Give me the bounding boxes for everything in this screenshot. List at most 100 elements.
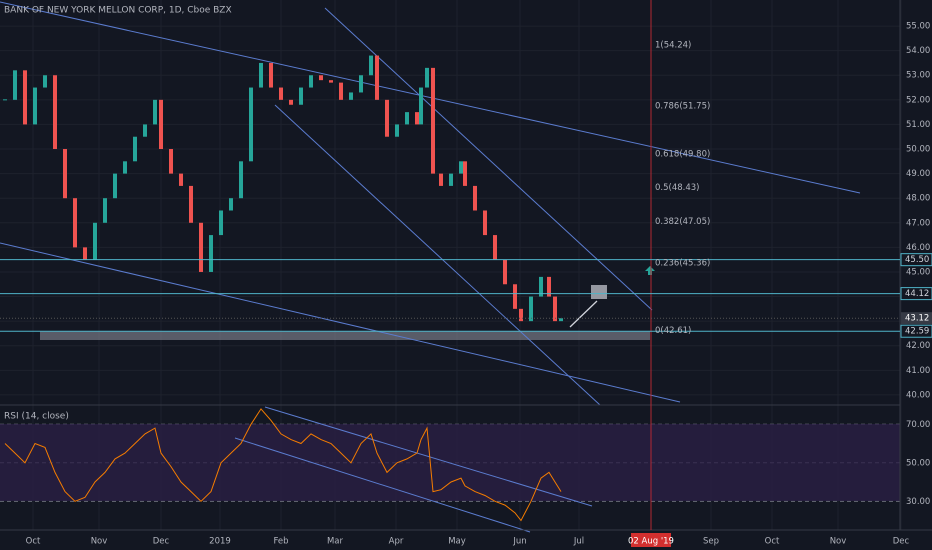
trendline bbox=[0, 242, 681, 403]
candle bbox=[169, 149, 173, 174]
candle bbox=[459, 161, 463, 174]
projection-box bbox=[591, 285, 607, 299]
fib-label: 0.382(47.05) bbox=[655, 217, 710, 227]
candle bbox=[93, 222, 97, 260]
rsi-label: RSI (14, close) bbox=[4, 412, 69, 422]
level-label-box bbox=[900, 253, 932, 267]
x-tick-label: May bbox=[448, 537, 466, 547]
candle bbox=[539, 276, 543, 297]
candle bbox=[113, 173, 117, 199]
chart-title: BANK OF NEW YORK MELLON CORP, 1D, Cboe B… bbox=[4, 6, 232, 16]
y-tick-label: 47.00 bbox=[906, 218, 930, 228]
candle bbox=[319, 75, 323, 81]
candle bbox=[199, 222, 203, 272]
candle bbox=[219, 210, 223, 236]
candle bbox=[43, 75, 47, 88]
x-tick-label: Feb bbox=[273, 537, 288, 547]
candle bbox=[449, 173, 453, 186]
candle bbox=[473, 185, 477, 211]
trendline bbox=[274, 104, 601, 406]
fib-label: 1(54.24) bbox=[655, 40, 691, 50]
support-zone bbox=[40, 331, 650, 340]
candle bbox=[419, 87, 423, 125]
candle bbox=[339, 82, 343, 100]
candle bbox=[189, 185, 193, 223]
fib-label: 0.786(51.75) bbox=[655, 101, 710, 111]
candle bbox=[143, 124, 147, 137]
projection-arrow bbox=[569, 300, 598, 328]
level-label: 45.50 bbox=[905, 255, 929, 265]
candle bbox=[405, 112, 409, 125]
candle bbox=[229, 198, 233, 211]
rsi-trendline bbox=[264, 406, 593, 507]
fib-label: 0(42.61) bbox=[655, 326, 691, 336]
level-label: 42.59 bbox=[905, 327, 929, 337]
y-tick-label: 49.00 bbox=[906, 169, 930, 179]
y-tick-label: 52.00 bbox=[906, 95, 930, 105]
candle bbox=[463, 161, 467, 186]
y-tick-label: 45.00 bbox=[906, 267, 930, 277]
candle bbox=[553, 296, 557, 322]
candle bbox=[73, 198, 77, 248]
y-tick-label: 53.00 bbox=[906, 71, 930, 81]
y-tick-label: 54.00 bbox=[906, 46, 930, 56]
candle bbox=[133, 136, 137, 162]
level-label-box bbox=[900, 324, 932, 338]
candle bbox=[375, 55, 379, 100]
x-tick-label: Dec bbox=[153, 537, 170, 547]
y-tick-label: 50.00 bbox=[906, 145, 930, 155]
candle bbox=[385, 99, 389, 137]
candle bbox=[359, 75, 363, 93]
candle bbox=[159, 99, 163, 150]
x-tick-label: Oct bbox=[765, 537, 780, 547]
candle bbox=[23, 70, 27, 125]
x-tick-label: Nov bbox=[91, 537, 108, 547]
y-tick-label: 48.00 bbox=[906, 194, 930, 204]
candle bbox=[259, 62, 263, 88]
rsi-tick-label: 70.00 bbox=[906, 420, 930, 430]
y-tick-label: 41.00 bbox=[906, 366, 930, 376]
plot bbox=[3, 55, 563, 522]
candle bbox=[123, 161, 127, 174]
rsi-tick-label: 50.00 bbox=[906, 458, 930, 468]
candle bbox=[33, 87, 37, 125]
candle bbox=[269, 62, 273, 88]
level-label: 44.12 bbox=[905, 289, 929, 299]
candle bbox=[3, 99, 7, 101]
y-tick-label: 51.00 bbox=[906, 120, 930, 130]
candle bbox=[239, 161, 243, 199]
rsi-trendline bbox=[234, 437, 531, 533]
candle bbox=[13, 70, 17, 100]
x-tick-label: 2019 bbox=[209, 537, 231, 547]
x-tick-label: Oct bbox=[26, 537, 41, 547]
candle bbox=[425, 67, 429, 88]
fib-label: 0.618(49.80) bbox=[655, 149, 710, 159]
up-arrow-icon bbox=[645, 266, 655, 275]
trendlines bbox=[0, 1, 861, 533]
x-tick-label: Mar bbox=[327, 537, 344, 547]
y-tick-label: 42.00 bbox=[906, 341, 930, 351]
fib-label: 0.5(48.43) bbox=[655, 183, 699, 193]
marker-label-box bbox=[631, 533, 671, 547]
candle bbox=[503, 259, 507, 285]
rsi-line bbox=[4, 408, 562, 522]
candle bbox=[395, 124, 399, 137]
candle bbox=[279, 87, 283, 100]
candle bbox=[559, 318, 563, 322]
candle bbox=[153, 99, 157, 125]
candle bbox=[349, 92, 353, 100]
x-tick-label: Nov bbox=[830, 537, 847, 547]
x-tick-label: Dec bbox=[893, 537, 910, 547]
candle bbox=[483, 210, 487, 236]
candle bbox=[415, 112, 419, 125]
candle bbox=[309, 75, 313, 88]
rsi-tick-label: 30.00 bbox=[906, 497, 930, 507]
y-tick-label: 40.00 bbox=[906, 390, 930, 400]
candle bbox=[439, 173, 443, 186]
candle bbox=[513, 284, 517, 309]
x-tick-label: Apr bbox=[389, 537, 404, 547]
x-tick-label: Jun bbox=[512, 537, 526, 547]
x-tick-label: Sep bbox=[703, 537, 719, 547]
candle bbox=[299, 87, 303, 105]
